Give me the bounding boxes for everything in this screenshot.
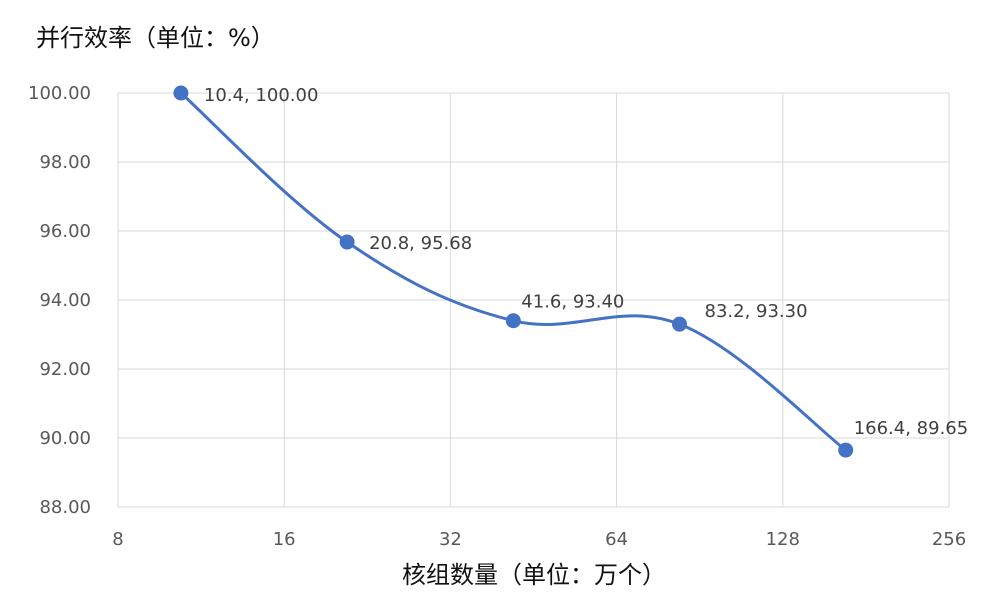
data-label: 41.6, 93.40: [521, 292, 624, 313]
y-tick-label: 98.00: [39, 152, 91, 173]
y-tick-label: 88.00: [39, 497, 91, 518]
x-tick-label: 128: [766, 529, 800, 550]
data-point: [173, 85, 189, 101]
data-point: [505, 313, 521, 329]
series-layer: [173, 85, 854, 458]
data-label: 20.8, 95.68: [369, 233, 472, 254]
y-tick-label: 100.00: [28, 83, 91, 104]
x-tick-label: 64: [605, 529, 628, 550]
label-layer: 10.4, 100.00 20.8, 95.68 41.6, 93.40 83.2, …: [204, 85, 968, 439]
data-label: 10.4, 100.00: [204, 85, 319, 106]
x-tick-label: 256: [932, 529, 966, 550]
series-line: [179, 91, 847, 452]
data-label: 83.2, 93.30: [705, 301, 808, 322]
grid-layer: [117, 92, 950, 508]
tick-layer: 8 16 32 64 128 256 88.00 90.00 92.00 94.00 96.00 98…: [28, 83, 966, 550]
data-point: [672, 316, 688, 332]
x-tick-label: 32: [439, 529, 462, 550]
x-tick-label: 8: [112, 529, 123, 550]
y-tick-label: 92.00: [39, 359, 91, 380]
y-tick-label: 94.00: [39, 290, 91, 311]
y-axis-title: 并行效率（单位：%）: [36, 24, 275, 52]
x-tick-label: 16: [273, 529, 296, 550]
data-point: [838, 442, 854, 458]
data-label: 166.4, 89.65: [854, 418, 969, 439]
y-tick-label: 96.00: [39, 221, 91, 242]
data-point: [339, 234, 355, 250]
x-axis-title: 核组数量（单位：万个）: [402, 561, 666, 589]
y-tick-label: 90.00: [39, 428, 91, 449]
